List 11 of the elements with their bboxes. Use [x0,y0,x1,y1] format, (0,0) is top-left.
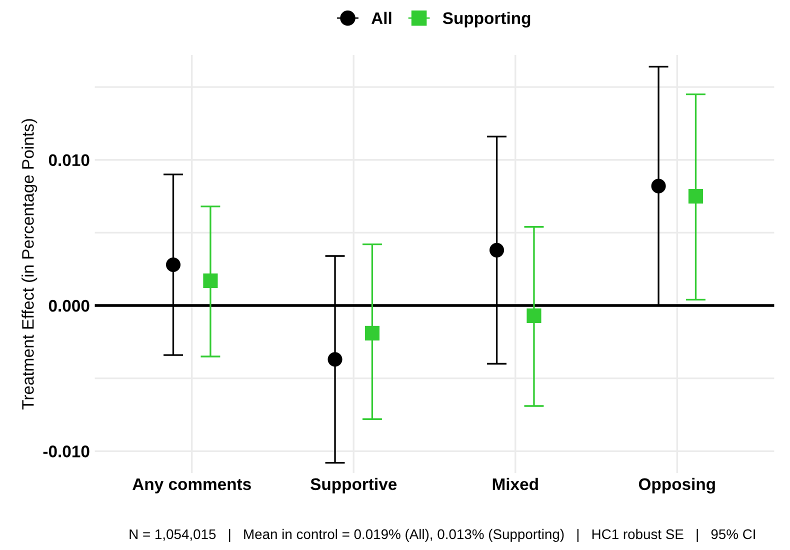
y-tick-label: -0.010 [43,446,90,458]
x-tick-label: Any comments [132,478,251,494]
y-tick-label: 0.010 [48,154,90,166]
legend-label: Supporting [442,12,530,28]
y-tick-label: 0.000 [48,300,90,312]
x-tick-label: Supportive [310,478,397,494]
x-tick-label: Opposing [638,478,715,494]
x-tick-label: Mixed [492,478,538,490]
legend-label: All [372,12,392,24]
text: N = 1,054,015 | Mean in control = 0.019% (All), 0.013% (Supporting) | HC1 robust SE | 95% CI [130,528,755,542]
y-axis-title: Treatment Effect (in Percentage Points) [22,119,38,410]
